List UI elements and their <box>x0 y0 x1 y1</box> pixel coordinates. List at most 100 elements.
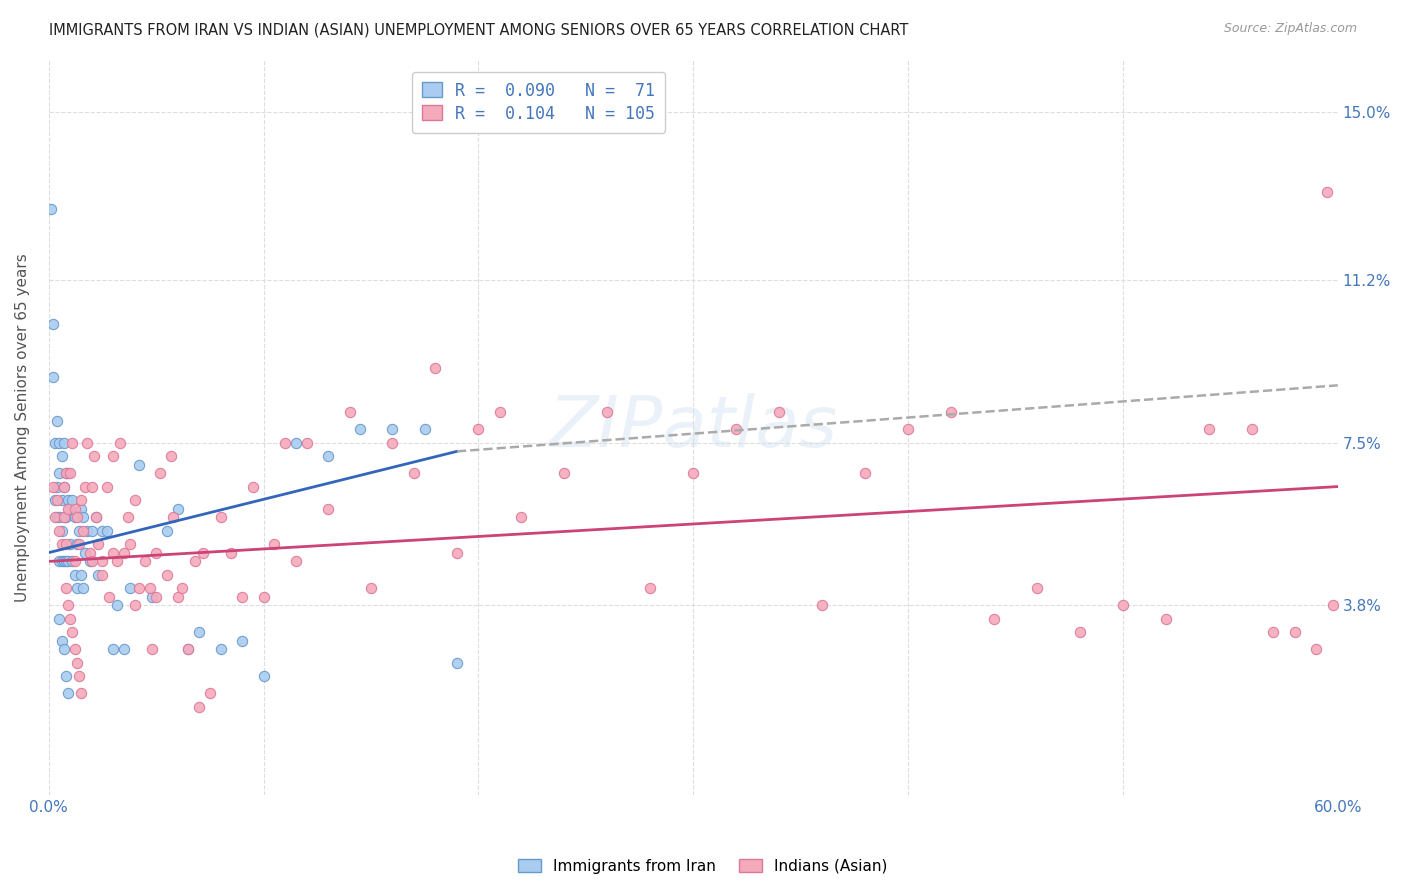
Point <box>91 567 114 582</box>
Point <box>44 435 66 450</box>
Point <box>596 405 619 419</box>
Point <box>75 546 97 560</box>
Point <box>70 501 93 516</box>
Point <box>76 524 98 538</box>
Point <box>231 633 253 648</box>
Point <box>177 642 200 657</box>
Text: Source: ZipAtlas.com: Source: ZipAtlas.com <box>1223 22 1357 36</box>
Point <box>156 567 179 582</box>
Point <box>59 612 82 626</box>
Point <box>120 581 142 595</box>
Point <box>295 435 318 450</box>
Point <box>51 492 73 507</box>
Point <box>55 467 77 481</box>
Point <box>768 405 790 419</box>
Point <box>67 524 90 538</box>
Point <box>360 581 382 595</box>
Point <box>198 686 221 700</box>
Point <box>149 467 172 481</box>
Legend: R =  0.090   N =  71, R =  0.104   N = 105: R = 0.090 N = 71, R = 0.104 N = 105 <box>412 71 665 133</box>
Point <box>124 599 146 613</box>
Point <box>725 422 748 436</box>
Point <box>52 554 75 568</box>
Point <box>76 435 98 450</box>
Point <box>56 501 79 516</box>
Point <box>46 479 69 493</box>
Point <box>141 590 163 604</box>
Point <box>252 669 274 683</box>
Point <box>242 479 264 493</box>
Point <box>96 479 118 493</box>
Point <box>52 479 75 493</box>
Point <box>55 669 77 683</box>
Point <box>48 467 70 481</box>
Point <box>263 537 285 551</box>
Point <box>48 435 70 450</box>
Point <box>55 537 77 551</box>
Point <box>51 524 73 538</box>
Point <box>55 467 77 481</box>
Point <box>381 435 404 450</box>
Point <box>128 581 150 595</box>
Point <box>97 590 120 604</box>
Point <box>425 360 447 375</box>
Point <box>316 501 339 516</box>
Point <box>80 479 103 493</box>
Point <box>1112 599 1135 613</box>
Point <box>209 642 232 657</box>
Point <box>60 554 83 568</box>
Point <box>63 510 86 524</box>
Point <box>51 633 73 648</box>
Point <box>983 612 1005 626</box>
Point <box>91 554 114 568</box>
Point <box>446 546 468 560</box>
Point <box>72 581 94 595</box>
Point <box>46 413 69 427</box>
Point <box>107 554 129 568</box>
Point <box>252 590 274 604</box>
Point <box>60 492 83 507</box>
Point <box>160 449 183 463</box>
Point <box>108 435 131 450</box>
Point <box>381 422 404 436</box>
Point <box>42 369 65 384</box>
Point <box>55 581 77 595</box>
Point <box>84 510 107 524</box>
Point <box>70 567 93 582</box>
Point <box>103 546 125 560</box>
Point <box>156 524 179 538</box>
Point <box>446 656 468 670</box>
Point <box>83 449 105 463</box>
Point <box>1154 612 1177 626</box>
Point <box>141 642 163 657</box>
Point <box>80 554 103 568</box>
Point <box>91 524 114 538</box>
Point <box>48 510 70 524</box>
Point <box>59 501 82 516</box>
Point <box>413 422 436 436</box>
Point <box>117 510 139 524</box>
Point <box>103 642 125 657</box>
Point <box>402 467 425 481</box>
Point <box>66 537 89 551</box>
Point <box>274 435 297 450</box>
Point <box>349 422 371 436</box>
Point <box>46 492 69 507</box>
Point <box>553 467 575 481</box>
Point <box>44 492 66 507</box>
Point <box>63 501 86 516</box>
Point <box>60 435 83 450</box>
Point <box>66 581 89 595</box>
Point <box>128 458 150 472</box>
Point <box>1198 422 1220 436</box>
Point <box>221 546 243 560</box>
Point <box>1240 422 1263 436</box>
Point <box>63 554 86 568</box>
Point <box>162 510 184 524</box>
Point <box>284 554 307 568</box>
Point <box>107 599 129 613</box>
Point <box>112 546 135 560</box>
Point <box>138 581 160 595</box>
Point <box>489 405 512 419</box>
Point <box>52 510 75 524</box>
